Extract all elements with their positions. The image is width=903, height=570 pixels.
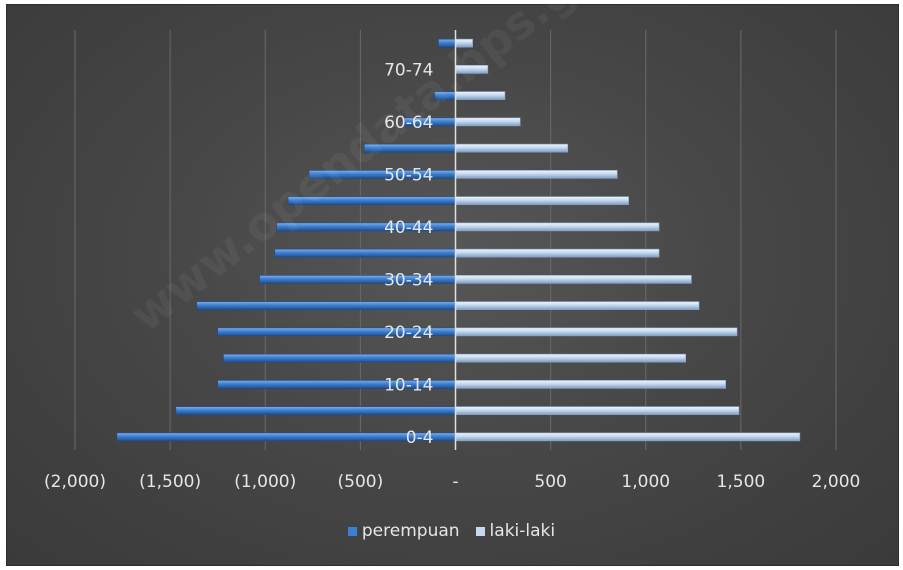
x-tick-label: (500) — [338, 472, 384, 492]
bar-laki-laki-65-69 — [455, 91, 506, 100]
bar-laki-laki-35-39 — [455, 248, 660, 258]
bar-perempuan-65-69 — [434, 91, 456, 100]
category-label: 30-34 — [384, 270, 433, 290]
bar-laki-laki-15-19 — [455, 353, 687, 363]
bar-laki-laki-70-74 — [455, 65, 489, 74]
category-label: 0-4 — [406, 428, 434, 448]
bar-laki-laki-5-9 — [455, 406, 740, 415]
bar-perempuan-15-19 — [223, 353, 456, 363]
legend-item-laki-laki: laki-laki — [475, 521, 556, 541]
bar-perempuan-50-54 — [308, 170, 456, 179]
bar-perempuan-0-4 — [116, 432, 456, 442]
category-label: 60-64 — [384, 113, 433, 133]
bar-laki-laki-30-34 — [455, 275, 692, 284]
x-tick-label: (1,500) — [139, 472, 201, 492]
chart-legend: perempuan laki-laki — [0, 521, 903, 541]
bar-perempuan-5-9 — [175, 406, 456, 415]
bar-laki-laki-60-64 — [455, 117, 521, 127]
category-label: 10-14 — [384, 375, 433, 395]
bar-perempuan-75+ — [438, 38, 456, 48]
x-tick-label: 1,500 — [717, 472, 766, 492]
x-tick-label: (1,000) — [234, 472, 296, 492]
bar-laki-laki-75+ — [455, 38, 473, 48]
x-tick-label: - — [452, 472, 458, 492]
x-tick-label: 2,000 — [812, 472, 861, 492]
bar-laki-laki-10-14 — [455, 380, 726, 389]
legend-label-perempuan: perempuan — [361, 521, 460, 541]
category-label: 40-44 — [384, 218, 433, 238]
legend-swatch-perempuan — [347, 526, 357, 536]
x-tick-label: 1,000 — [621, 472, 670, 492]
bar-perempuan-25-29 — [196, 301, 456, 310]
bar-laki-laki-55-59 — [455, 143, 569, 153]
category-label: 20-24 — [384, 323, 433, 343]
bar-laki-laki-0-4 — [455, 432, 801, 442]
legend-swatch-laki-laki — [475, 526, 485, 536]
bar-perempuan-55-59 — [363, 143, 456, 153]
bar-perempuan-45-49 — [287, 196, 456, 205]
x-tick-label: (2,000) — [44, 472, 106, 492]
bar-laki-laki-40-44 — [455, 222, 660, 232]
x-tick-label: 500 — [534, 472, 566, 492]
bar-laki-laki-25-29 — [455, 301, 700, 310]
bar-laki-laki-50-54 — [455, 170, 618, 179]
category-label: 50-54 — [384, 165, 433, 185]
bar-perempuan-35-39 — [274, 248, 456, 258]
bar-laki-laki-20-24 — [455, 327, 738, 337]
legend-label-laki-laki: laki-laki — [489, 521, 556, 541]
bar-laki-laki-45-49 — [455, 196, 629, 205]
legend-item-perempuan: perempuan — [347, 521, 460, 541]
category-label: 70-74 — [384, 60, 433, 80]
